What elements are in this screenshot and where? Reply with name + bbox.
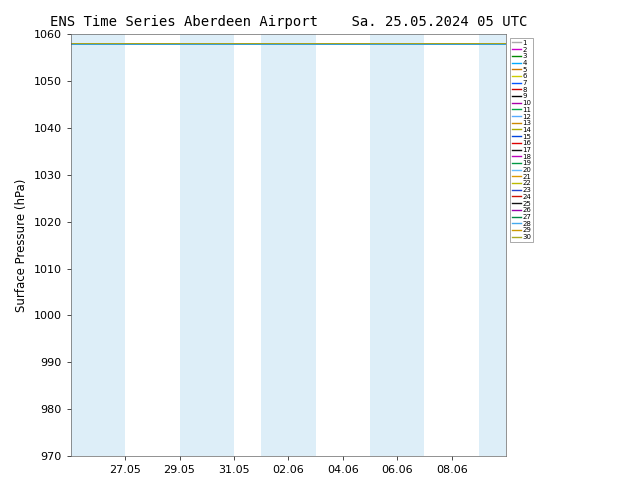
Bar	[370, 34, 424, 456]
Bar	[261, 34, 316, 456]
Y-axis label: Surface Pressure (hPa): Surface Pressure (hPa)	[15, 178, 28, 312]
Bar	[179, 34, 234, 456]
Legend: 1, 2, 3, 4, 5, 6, 7, 8, 9, 10, 11, 12, 13, 14, 15, 16, 17, 18, 19, 20, 21, 22, 2: 1, 2, 3, 4, 5, 6, 7, 8, 9, 10, 11, 12, 1…	[510, 38, 533, 242]
Bar	[479, 34, 533, 456]
Bar	[71, 34, 125, 456]
Title: ENS Time Series Aberdeen Airport    Sa. 25.05.2024 05 UTC: ENS Time Series Aberdeen Airport Sa. 25.…	[49, 15, 527, 29]
